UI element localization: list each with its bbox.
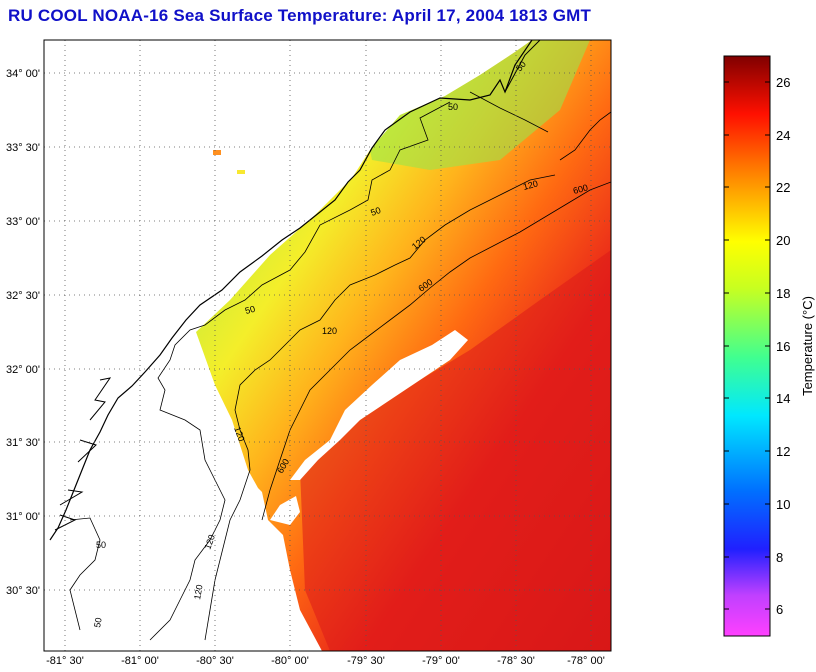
colorbar-tick-label: 6	[776, 602, 783, 617]
colorbar-tick-label: 12	[776, 444, 790, 459]
colorbar-tick-label: 26	[776, 75, 790, 90]
isobath-label: 50	[92, 617, 104, 629]
colorbar-tick-labels: 26 24 22 20 18 16 14 12 10 8 6	[776, 75, 790, 617]
map-title: RU COOL NOAA-16 Sea Surface Temperature:…	[8, 6, 592, 25]
coastline-inlet	[54, 40, 541, 531]
isobath-label: 50	[244, 304, 256, 316]
cooler-shelf-region	[370, 40, 590, 170]
isobath-120	[204, 111, 611, 641]
colorbar-label: Temperature (°C)	[800, 296, 815, 396]
cloud-mask	[290, 330, 468, 480]
isobath-label: 50	[448, 102, 458, 112]
latitude-tick-label: 31° 00'	[6, 511, 40, 523]
colorbar-tick-label: 24	[776, 128, 790, 143]
latitude-tick-label: 30° 30'	[6, 585, 40, 597]
latitude-tick-label: 33° 30'	[6, 142, 40, 154]
isobath-50	[69, 91, 549, 641]
latitude-axis: 34° 00' 33° 30' 33° 00' 32° 30' 32° 00' …	[6, 68, 40, 597]
colorbar-tick-label: 18	[776, 286, 790, 301]
colorbar-tick-label: 16	[776, 339, 790, 354]
map-frame	[43, 39, 612, 652]
colorbar-tick-label: 10	[776, 497, 790, 512]
latitude-tick-label: 32° 00'	[6, 364, 40, 376]
isobath-label: 600	[572, 182, 589, 196]
isobath-label: 50	[514, 59, 528, 73]
isobath-label: 120	[232, 425, 247, 443]
isobath-label: 50	[369, 205, 382, 218]
warm-core-region	[300, 250, 611, 651]
cloud-mask	[270, 496, 300, 525]
colorbar-ticks	[724, 81, 770, 610]
longitude-tick-label: -78° 30'	[497, 655, 535, 667]
isobath-label: 120	[192, 584, 204, 601]
isobath-label: 120	[322, 326, 337, 336]
isobath-label: 120	[202, 533, 217, 551]
isobath-label: 50	[96, 540, 106, 550]
longitude-tick-label: -81° 30'	[46, 655, 84, 667]
longitude-axis: -81° 30' -81° 00' -80° 30' -80° 00' -79°…	[46, 655, 605, 667]
longitude-tick-label: -81° 00'	[121, 655, 159, 667]
longitude-tick-label: -80° 30'	[196, 655, 234, 667]
colorbar-tick-label: 20	[776, 233, 790, 248]
longitude-tick-label: -80° 00'	[271, 655, 309, 667]
colorbar-tick-label: 14	[776, 391, 790, 406]
latitude-tick-label: 34° 00'	[6, 68, 40, 80]
isobath-600	[261, 181, 611, 521]
longitude-tick-label: -79° 30'	[347, 655, 385, 667]
cloud-fragment	[213, 150, 221, 155]
longitude-tick-label: -78° 00'	[567, 655, 605, 667]
colorbar-tick-label: 8	[776, 550, 783, 565]
coastline	[49, 40, 533, 541]
graticule	[44, 40, 611, 651]
latitude-tick-label: 31° 30'	[6, 437, 40, 449]
colorbar	[723, 55, 771, 637]
colorbar-tick-label: 22	[776, 180, 790, 195]
latitude-tick-label: 33° 00'	[6, 216, 40, 228]
isobath-label: 120	[522, 178, 539, 192]
cloud-fragment	[237, 170, 245, 174]
longitude-tick-label: -79° 00'	[422, 655, 460, 667]
latitude-tick-label: 32° 30'	[6, 290, 40, 302]
